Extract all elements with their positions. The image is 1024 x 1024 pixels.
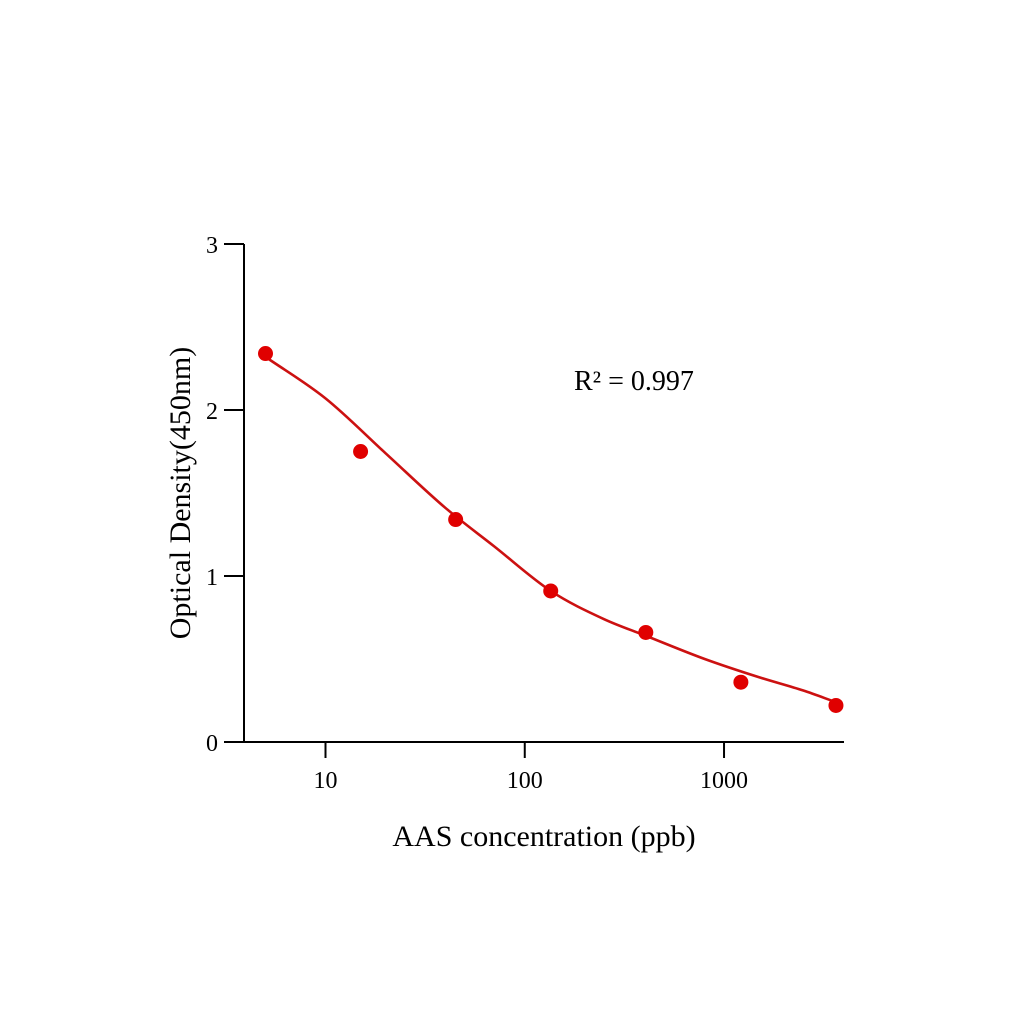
y-ticks: 0 1 2 3 (206, 233, 244, 757)
data-point (733, 674, 749, 690)
x-ticks: 10 100 1000 (313, 742, 748, 794)
data-point (543, 583, 559, 599)
data-points (258, 346, 844, 713)
x-tick-label: 1000 (700, 768, 748, 794)
data-point (448, 512, 464, 528)
x-axis-title: AAS concentration (ppb) (392, 820, 695, 853)
y-tick-label: 3 (206, 233, 218, 259)
data-point (638, 624, 654, 640)
y-tick-label: 0 (206, 731, 218, 757)
data-point (353, 444, 369, 459)
axes (243, 244, 844, 743)
x-tick-label: 10 (313, 768, 337, 794)
y-axis-title: Optical Density(450nm) (164, 347, 197, 639)
x-tick-label: 100 (507, 768, 543, 794)
r-squared-annotation: R² = 0.997 (574, 366, 694, 397)
data-point (258, 346, 274, 362)
fit-curve (264, 355, 837, 704)
y-tick-label: 1 (206, 565, 218, 591)
y-tick-label: 2 (206, 399, 218, 425)
data-point (828, 697, 844, 713)
